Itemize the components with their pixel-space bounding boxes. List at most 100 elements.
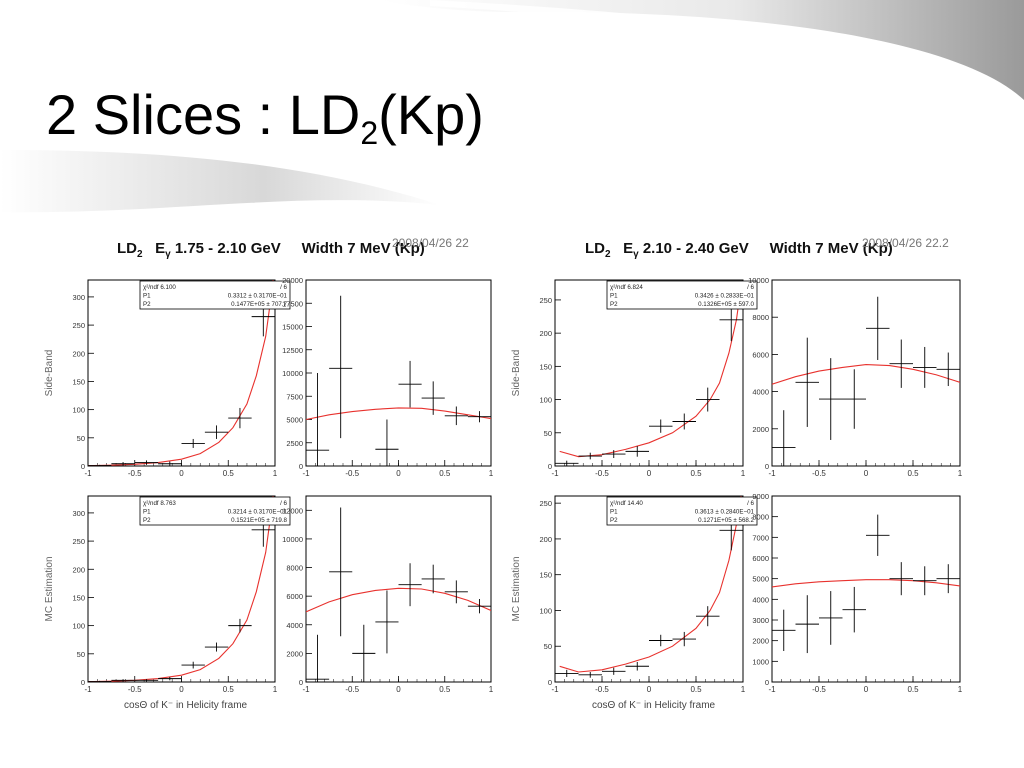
data-point — [889, 562, 913, 596]
y-tick-label: 1000 — [752, 657, 769, 666]
data-point — [467, 599, 491, 614]
y-tick-label: 8000 — [286, 564, 303, 573]
fit-curve — [306, 587, 491, 613]
y-tick-label: 0 — [548, 462, 552, 471]
data-point — [772, 410, 796, 466]
stats-value: / 6 — [747, 284, 754, 291]
y-tick-label: 0 — [81, 462, 85, 471]
data-point — [672, 631, 696, 647]
y-tick-label: 20000 — [282, 276, 303, 285]
x-tick-label: 0 — [647, 685, 652, 694]
title-ld: LD — [585, 240, 605, 257]
data-point — [158, 461, 182, 466]
y-tick-label: 150 — [539, 362, 552, 371]
plot-frame — [305, 279, 492, 467]
title-text: 2 Slices : LD — [46, 83, 361, 146]
data-point — [421, 564, 445, 594]
data-point — [228, 407, 252, 429]
y-tick-label: 250 — [539, 296, 552, 305]
data-point — [134, 460, 159, 465]
data-point — [649, 419, 673, 433]
x-tick-label: 1 — [958, 685, 963, 694]
x-axis-title: cosΘ of K⁻ in Helicity frame — [592, 700, 716, 711]
x-axis-title: cosΘ of K⁻ in Helicity frame — [124, 700, 248, 711]
x-tick-label: 0.5 — [690, 685, 702, 694]
x-tick-label: 0.5 — [907, 685, 919, 694]
x-tick-label: -0.5 — [345, 685, 359, 694]
y-tick-label: 0 — [765, 462, 769, 471]
x-tick-label: -0.5 — [812, 469, 826, 478]
fit-curve — [772, 364, 960, 385]
plot-frame — [771, 279, 961, 467]
fit-curve — [306, 407, 491, 421]
y-axis-label: MC Estimation — [44, 556, 55, 621]
x-tick-label: 1 — [489, 685, 494, 694]
x-tick-label: 0 — [179, 685, 184, 694]
data-point — [578, 452, 602, 460]
data-point — [866, 514, 890, 556]
x-tick-label: 0 — [647, 469, 652, 478]
data-point — [306, 634, 330, 682]
data-point — [204, 642, 229, 652]
y-tick-label: 7000 — [752, 533, 769, 542]
y-tick-label: 4000 — [752, 595, 769, 604]
stats-value: / 6 — [280, 500, 287, 507]
x-tick-label: 0.5 — [439, 469, 451, 478]
data-point — [228, 618, 252, 633]
y-tick-label: 50 — [77, 434, 85, 443]
data-point — [578, 671, 602, 678]
title-subscript: 2 — [360, 115, 379, 151]
y-tick-label: 200 — [72, 349, 85, 358]
data-point — [158, 676, 182, 681]
plot-frame — [771, 495, 961, 683]
x-tick-label: -0.5 — [128, 685, 142, 694]
data-point — [602, 450, 626, 459]
y-tick-label: 300 — [72, 509, 85, 518]
title-ld-sub: 2 — [137, 249, 143, 260]
y-tick-label: 5000 — [752, 575, 769, 584]
data-point — [913, 566, 937, 596]
data-point — [672, 413, 696, 430]
y-tick-label: 8000 — [752, 313, 769, 322]
x-tick-label: 0.5 — [439, 685, 451, 694]
chart-b2: -1 -0.5 0 0.5 1 0 2000 4000 6000 8000 10000 — [748, 276, 963, 478]
x-tick-label: -0.5 — [812, 685, 826, 694]
x-tick-label: -1 — [768, 685, 776, 694]
x-tick-label: 0 — [396, 685, 401, 694]
title-tail: (Kp) — [378, 83, 484, 146]
y-tick-label: 0 — [299, 678, 303, 687]
stats-frame — [139, 496, 291, 526]
data-point — [421, 381, 445, 415]
data-point — [306, 373, 330, 466]
plot-grid-slice-1: -1 -0.5 0 0.5 1050100150200250300Side-Bandχ²… — [44, 276, 494, 694]
data-point — [204, 425, 229, 439]
y-tick-label: 250 — [72, 537, 85, 546]
y-tick-label: 0 — [299, 462, 303, 471]
panel-slice-2: LD2 Eγ 2.10 - 2.40 GeV Width 7 MeV (Kp) … — [510, 236, 990, 720]
fit-curve — [88, 280, 274, 466]
stats-box: χ²/ndf 14.40 / 6 P1 0.3613 ± 0.2840E−01 P2 0.… — [606, 496, 758, 526]
y-tick-label: 3000 — [752, 616, 769, 625]
y-tick-label: 100 — [539, 606, 552, 615]
y-tick-label: 250 — [539, 499, 552, 508]
x-tick-label: -1 — [302, 685, 310, 694]
data-point — [181, 438, 205, 448]
stats-key: P1 — [143, 509, 151, 516]
y-axis-label: Side-Band — [511, 350, 522, 397]
y-tick-label: 150 — [72, 593, 85, 602]
data-point — [936, 352, 960, 387]
x-tick-label: 1 — [489, 469, 494, 478]
y-tick-label: 6000 — [286, 592, 303, 601]
data-point — [375, 590, 399, 654]
data-point — [134, 679, 159, 682]
title-range: 1.75 - 2.10 GeV — [170, 240, 281, 257]
stats-value: / 6 — [747, 500, 754, 507]
stats-key: χ²/ndf 6.100 — [143, 284, 176, 291]
x-tick-label: -1 — [302, 469, 310, 478]
title-width: Width 7 MeV (Kp) — [769, 240, 893, 257]
plot-frame — [554, 495, 744, 683]
stats-value: 0.3214 ± 0.3170E−01 — [228, 509, 288, 516]
data-point — [111, 462, 135, 466]
y-tick-label: 0 — [548, 678, 552, 687]
data-point — [795, 595, 819, 654]
